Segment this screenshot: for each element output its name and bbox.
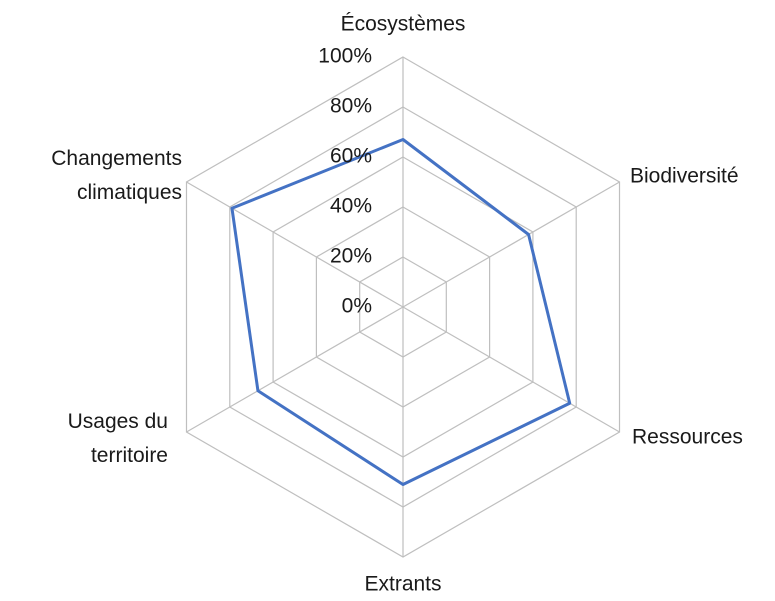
grid-spoke	[186, 181, 404, 308]
grid-spoke	[186, 306, 404, 433]
grid-spoke	[402, 306, 620, 433]
category-label: Biodiversité	[630, 165, 739, 188]
tick-label: 0%	[342, 295, 372, 318]
category-label: Écosystèmes	[341, 13, 466, 36]
tick-label: 80%	[330, 95, 372, 118]
series-line	[230, 138, 572, 486]
tick-label: 100%	[318, 45, 372, 68]
category-label: Changements climatiques	[51, 147, 182, 204]
category-label: Usages du territoire	[68, 410, 168, 467]
tick-label: 60%	[330, 145, 372, 168]
tick-label: 20%	[330, 245, 372, 268]
tick-label: 40%	[330, 195, 372, 218]
category-label: Ressources	[632, 426, 743, 449]
category-label: Extrants	[364, 573, 441, 596]
grid-spoke	[402, 181, 620, 308]
